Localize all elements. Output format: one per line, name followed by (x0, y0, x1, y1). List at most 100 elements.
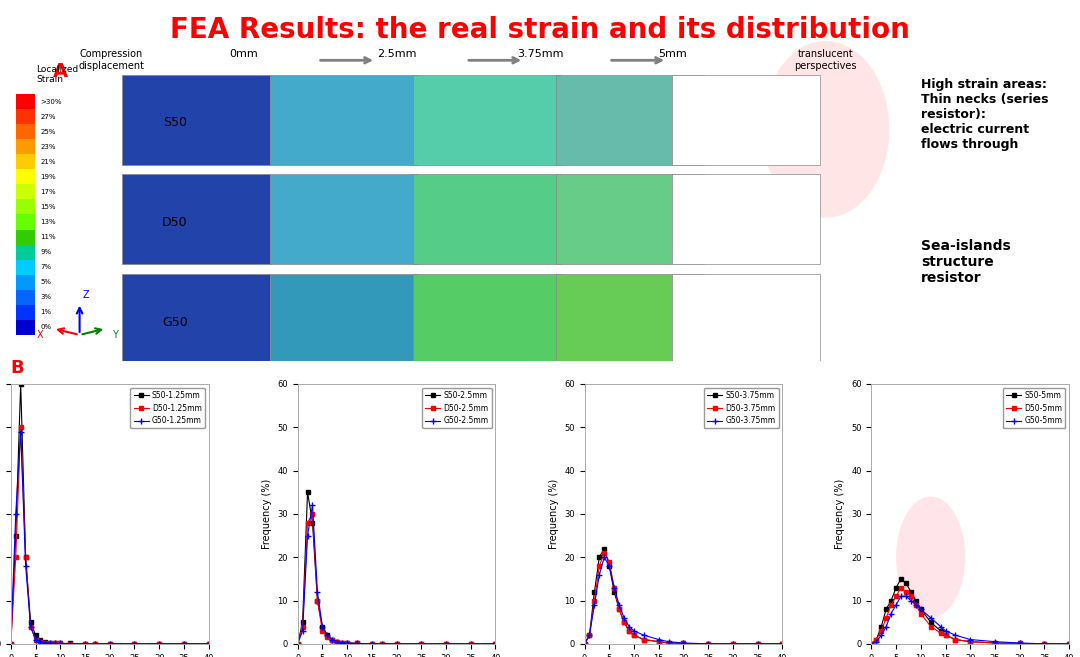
D50-2.5mm (316, 627, 329, 635)
S50-3.75mm (637, 635, 650, 643)
S50-5mm (865, 640, 878, 648)
Text: 17%: 17% (40, 189, 56, 195)
D50-3.75mm (583, 631, 596, 639)
S50-2.5mm (336, 639, 349, 646)
S50-3.75mm (622, 627, 635, 635)
D50-1.25mm (89, 640, 102, 648)
Text: A: A (53, 62, 68, 81)
G50-5mm (1038, 640, 1051, 648)
G50-5mm (924, 614, 937, 622)
D50-1.25mm (54, 639, 67, 647)
G50-2.5mm (489, 640, 502, 648)
G50-5mm (900, 592, 913, 600)
G50-1.25mm (33, 638, 46, 646)
Bar (16, 185, 36, 200)
Text: Sea-islands
structure
resistor: Sea-islands structure resistor (921, 238, 1011, 285)
D50-5mm (949, 635, 962, 643)
D50-1.25mm (104, 640, 117, 648)
D50-1.25mm (14, 423, 27, 431)
Text: 5%: 5% (40, 279, 52, 285)
G50-3.75mm (662, 638, 675, 646)
G50-3.75mm (593, 570, 606, 578)
G50-2.5mm (292, 640, 305, 648)
D50-5mm (890, 592, 903, 600)
Y-axis label: Frequency (%): Frequency (%) (261, 479, 272, 549)
Bar (16, 200, 36, 214)
Text: 3.75mm: 3.75mm (516, 49, 564, 59)
G50-5mm (949, 631, 962, 639)
FancyBboxPatch shape (413, 274, 562, 364)
FancyBboxPatch shape (413, 75, 562, 165)
G50-2.5mm (321, 631, 334, 639)
Y-axis label: Frequency (%): Frequency (%) (836, 479, 846, 549)
S50-5mm (915, 605, 928, 613)
S50-5mm (940, 631, 953, 639)
S50-3.75mm (578, 640, 591, 648)
Line: S50-2.5mm: S50-2.5mm (296, 490, 498, 646)
D50-1.25mm (127, 640, 140, 648)
D50-3.75mm (627, 631, 640, 639)
S50-3.75mm (598, 545, 611, 553)
S50-3.75mm (618, 618, 631, 626)
S50-1.25mm (33, 635, 46, 643)
S50-5mm (988, 639, 1001, 647)
G50-3.75mm (588, 601, 600, 609)
G50-2.5mm (336, 639, 349, 646)
D50-1.25mm (79, 640, 92, 648)
Ellipse shape (762, 41, 889, 217)
S50-3.75mm (593, 553, 606, 561)
G50-1.25mm (49, 639, 62, 647)
G50-1.25mm (10, 510, 23, 518)
G50-3.75mm (727, 640, 740, 648)
D50-5mm (875, 627, 888, 635)
G50-5mm (934, 623, 947, 631)
D50-3.75mm (775, 640, 788, 648)
S50-3.75mm (702, 640, 715, 648)
S50-2.5mm (440, 640, 453, 648)
S50-2.5mm (292, 640, 305, 648)
Bar (16, 229, 36, 244)
G50-3.75mm (652, 635, 665, 643)
D50-5mm (1038, 640, 1051, 648)
FancyBboxPatch shape (122, 75, 270, 165)
Line: G50-2.5mm: G50-2.5mm (295, 503, 498, 646)
G50-5mm (894, 592, 907, 600)
Text: Compression
displacement: Compression displacement (79, 49, 145, 71)
Text: 5mm: 5mm (658, 49, 687, 59)
S50-3.75mm (775, 640, 788, 648)
S50-3.75mm (751, 640, 764, 648)
Text: translucent
perspectives: translucent perspectives (795, 49, 858, 71)
D50-5mm (865, 640, 878, 648)
S50-1.25mm (19, 553, 32, 561)
G50-5mm (865, 640, 878, 648)
FancyBboxPatch shape (122, 174, 270, 264)
G50-2.5mm (340, 639, 353, 647)
D50-5mm (988, 639, 1001, 647)
S50-2.5mm (330, 638, 343, 646)
D50-2.5mm (440, 640, 453, 648)
Text: Y: Y (111, 330, 118, 340)
S50-3.75mm (652, 638, 665, 646)
FancyBboxPatch shape (556, 274, 704, 364)
FancyBboxPatch shape (672, 174, 821, 264)
Text: 2.5mm: 2.5mm (377, 49, 417, 59)
D50-5mm (894, 583, 907, 591)
S50-5mm (963, 638, 976, 646)
S50-1.25mm (79, 640, 92, 648)
Text: Z: Z (83, 290, 90, 300)
D50-2.5mm (326, 635, 339, 643)
G50-1.25mm (89, 640, 102, 648)
D50-1.25mm (152, 640, 165, 648)
FancyBboxPatch shape (672, 75, 821, 165)
S50-1.25mm (24, 618, 37, 626)
G50-3.75mm (583, 631, 596, 639)
D50-1.25mm (4, 640, 17, 648)
Line: S50-1.25mm: S50-1.25mm (9, 382, 211, 646)
G50-3.75mm (751, 640, 764, 648)
S50-3.75mm (662, 639, 675, 647)
Text: 9%: 9% (40, 249, 52, 255)
S50-5mm (934, 627, 947, 635)
D50-5mm (900, 588, 913, 596)
D50-3.75mm (751, 640, 764, 648)
S50-1.25mm (127, 640, 140, 648)
